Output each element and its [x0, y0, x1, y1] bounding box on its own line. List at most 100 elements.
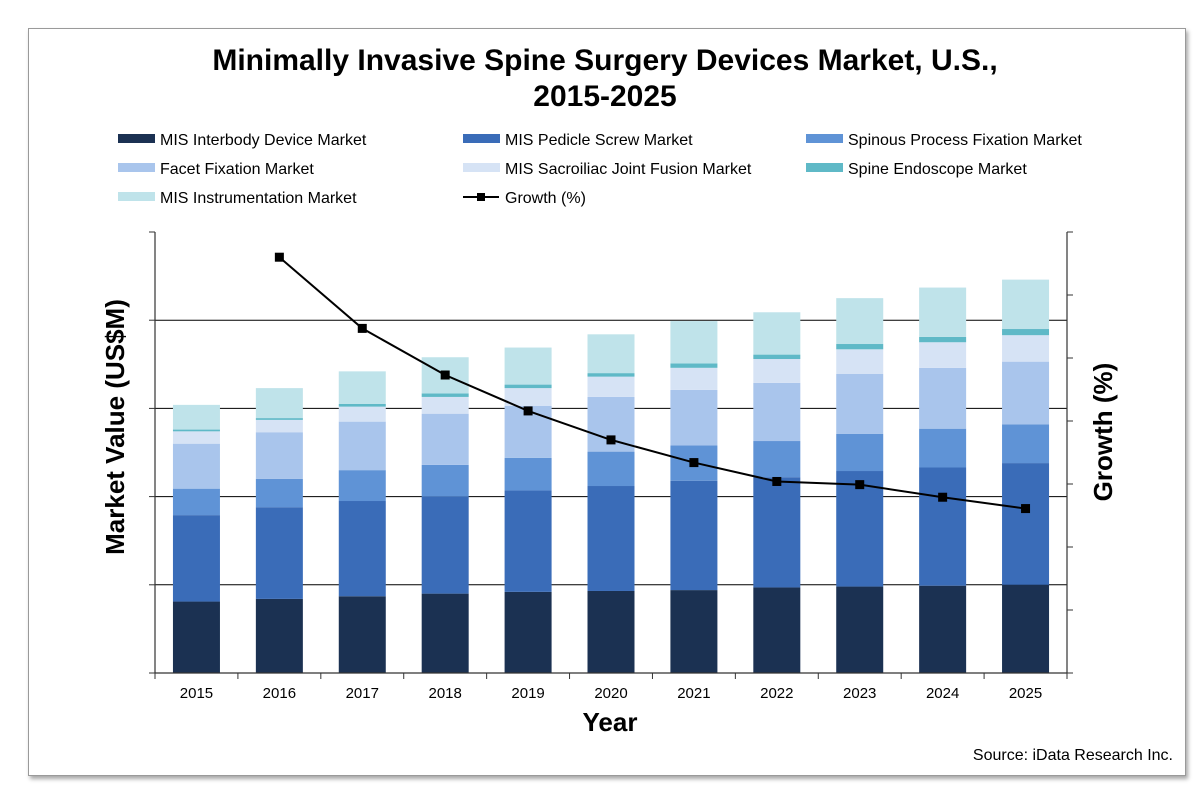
- bar-segment: [504, 457, 552, 491]
- x-tick-label: 2020: [594, 685, 627, 702]
- bar-segment: [587, 373, 635, 377]
- legend-swatch: [463, 134, 500, 143]
- bar-segment: [1002, 361, 1050, 425]
- bar-segment: [172, 443, 220, 489]
- legend-label: MIS Interbody Device Market: [160, 132, 367, 149]
- growth-point: [689, 458, 699, 468]
- bar-segment: [172, 488, 220, 516]
- y-axis-title: Market Value (US$M): [100, 299, 130, 555]
- bar-segment: [504, 490, 552, 592]
- legend-label: Growth (%): [505, 190, 586, 207]
- bar-segment: [255, 418, 303, 420]
- bar-segment: [172, 404, 220, 430]
- x-axis-title: Year: [583, 707, 638, 737]
- legend-label: MIS Sacroiliac Joint Fusion Market: [505, 161, 752, 178]
- growth-point: [357, 323, 367, 333]
- legend-swatch: [118, 134, 155, 143]
- legend-label: MIS Instrumentation Market: [160, 190, 357, 207]
- bar-segment: [670, 367, 718, 390]
- bar-segment: [919, 428, 967, 468]
- bar-segment: [172, 429, 220, 432]
- bar-segment: [919, 467, 967, 586]
- bar-segment: [421, 393, 469, 397]
- bar-segment: [338, 371, 386, 404]
- bar-segment: [753, 359, 801, 383]
- bar-segment: [836, 433, 884, 472]
- bar-segment: [836, 374, 884, 434]
- bar-segment: [255, 478, 303, 508]
- bar-segment: [670, 480, 718, 591]
- bar-segment: [753, 312, 801, 355]
- legend: MIS Interbody Device Market MIS Pedicle S…: [118, 132, 1082, 207]
- bar-segment: [172, 431, 220, 444]
- bar-segment: [338, 501, 386, 597]
- legend-swatch: [806, 163, 843, 172]
- bar-segment: [587, 486, 635, 591]
- bar-segment: [338, 421, 386, 471]
- bar-segment: [753, 477, 801, 588]
- bar-segment: [753, 382, 801, 442]
- bar-segment: [172, 515, 220, 602]
- bar-segment: [421, 413, 469, 465]
- x-tick-label: 2025: [1009, 685, 1042, 702]
- bar-segment: [338, 470, 386, 502]
- bar-segment: [1002, 279, 1050, 330]
- growth-point: [523, 406, 533, 416]
- bars: [172, 279, 1050, 673]
- x-tick-label: 2016: [263, 685, 296, 702]
- legend-label: Spine Endoscope Market: [848, 161, 1027, 178]
- bar-segment: [421, 396, 469, 414]
- x-tick-label: 2024: [926, 685, 959, 702]
- x-tick-label: 2018: [428, 685, 461, 702]
- bar-segment: [836, 298, 884, 345]
- bar-segment: [255, 598, 303, 673]
- bar-segment: [919, 367, 967, 429]
- x-tick-label: 2022: [760, 685, 793, 702]
- bar-segment: [587, 376, 635, 397]
- legend-swatch: [463, 163, 500, 172]
- bar-segment: [836, 471, 884, 587]
- bar-segment: [255, 507, 303, 599]
- bar-segment: [421, 593, 469, 673]
- growth-point: [938, 492, 948, 502]
- legend-label: Spinous Process Fixation Market: [848, 132, 1082, 149]
- legend-label: MIS Pedicle Screw Market: [505, 132, 693, 149]
- bar-segment: [919, 287, 967, 337]
- chart-title: Minimally Invasive Spine Surgery Devices…: [212, 44, 997, 77]
- bar-segment: [338, 403, 386, 407]
- bar-segment: [753, 587, 801, 673]
- bar-segment: [255, 388, 303, 419]
- growth-line-path: [278, 256, 1026, 510]
- bar-segment: [836, 344, 884, 350]
- bar-segment: [421, 496, 469, 594]
- source-note: Source: iData Research Inc.: [973, 747, 1173, 764]
- bar-segment: [919, 342, 967, 368]
- legend-line-marker: [477, 193, 485, 201]
- bar-segment: [753, 441, 801, 478]
- legend-label: Facet Fixation Market: [160, 161, 314, 178]
- bar-segment: [753, 354, 801, 360]
- x-tick-label: 2021: [677, 685, 710, 702]
- growth-point: [855, 480, 865, 490]
- x-tick-label: 2023: [843, 685, 876, 702]
- bar-segment: [255, 432, 303, 479]
- growth-point: [772, 476, 782, 486]
- growth-point: [1021, 504, 1031, 514]
- growth-point: [274, 252, 284, 262]
- bar-segment: [670, 363, 718, 368]
- bar-segment: [587, 590, 635, 673]
- growth-point: [606, 435, 616, 445]
- bar-segment: [587, 451, 635, 487]
- bar-segment: [1002, 463, 1050, 585]
- bar-segment: [587, 334, 635, 374]
- x-tick-label: 2015: [180, 685, 213, 702]
- bar-segment: [670, 321, 718, 364]
- legend-swatch: [118, 163, 155, 172]
- bar-segment: [1002, 335, 1050, 362]
- bar-segment: [172, 601, 220, 673]
- bar-segment: [836, 349, 884, 375]
- bar-segment: [504, 388, 552, 406]
- bar-segment: [670, 590, 718, 673]
